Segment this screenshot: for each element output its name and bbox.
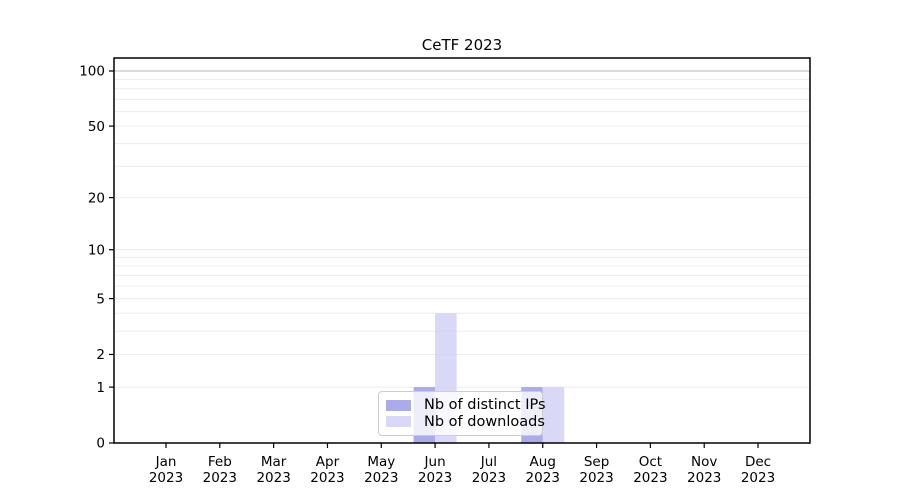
x-tick-label-year: 2023	[149, 470, 183, 486]
y-tick-label: 10	[88, 242, 105, 258]
x-tick-label-month: Apr	[316, 454, 340, 470]
legend-item-downloads: Nb of downloads	[386, 414, 545, 430]
x-tick-label-month: May	[367, 454, 395, 470]
x-tick-label-year: 2023	[256, 470, 290, 486]
legend-label-downloads: Nb of downloads	[424, 413, 545, 430]
x-tick-label-month: Mar	[261, 454, 287, 470]
y-tick-label: 50	[88, 119, 105, 135]
legend-label-distinct-ips: Nb of distinct IPs	[424, 397, 546, 414]
legend-swatch-distinct-ips	[386, 399, 411, 411]
x-tick-label-month: Aug	[530, 454, 556, 470]
y-tick-label: 0	[96, 436, 105, 452]
x-tick-label-year: 2023	[579, 470, 613, 486]
legend: Nb of distinct IPs Nb of downloads	[378, 391, 546, 436]
x-tick-label-year: 2023	[310, 470, 344, 486]
legend-swatch-downloads	[386, 416, 411, 428]
legend-item-distinct-ips: Nb of distinct IPs	[386, 397, 546, 413]
x-tick-label-month: Dec	[745, 454, 771, 470]
x-tick-label-year: 2023	[526, 470, 560, 486]
y-tick-label: 20	[88, 190, 105, 206]
x-tick-label-year: 2023	[472, 470, 506, 486]
x-tick-label-month: Jul	[480, 454, 497, 470]
bar-aug-downloads	[542, 387, 565, 443]
y-tick-label: 5	[96, 291, 105, 307]
x-tick-label-month: Sep	[584, 454, 609, 470]
y-tick-label: 100	[79, 64, 105, 80]
x-tick-label-month: Feb	[208, 454, 232, 470]
plot-border	[113, 57, 811, 444]
x-tick-label-year: 2023	[687, 470, 721, 486]
chart-title: CeTF 2023	[421, 36, 503, 54]
x-tick-label-month: Jun	[424, 454, 446, 470]
y-tick-label: 1	[96, 380, 105, 396]
x-tick-label-year: 2023	[364, 470, 398, 486]
x-tick-label-month: Oct	[639, 454, 662, 470]
x-tick-label-year: 2023	[418, 470, 452, 486]
x-tick-label-month: Jan	[155, 454, 177, 470]
y-tick-label: 2	[96, 347, 105, 363]
x-tick-label-year: 2023	[741, 470, 775, 486]
x-tick-label-month: Nov	[691, 454, 717, 470]
x-tick-label-year: 2023	[633, 470, 667, 486]
x-tick-label-year: 2023	[203, 470, 237, 486]
